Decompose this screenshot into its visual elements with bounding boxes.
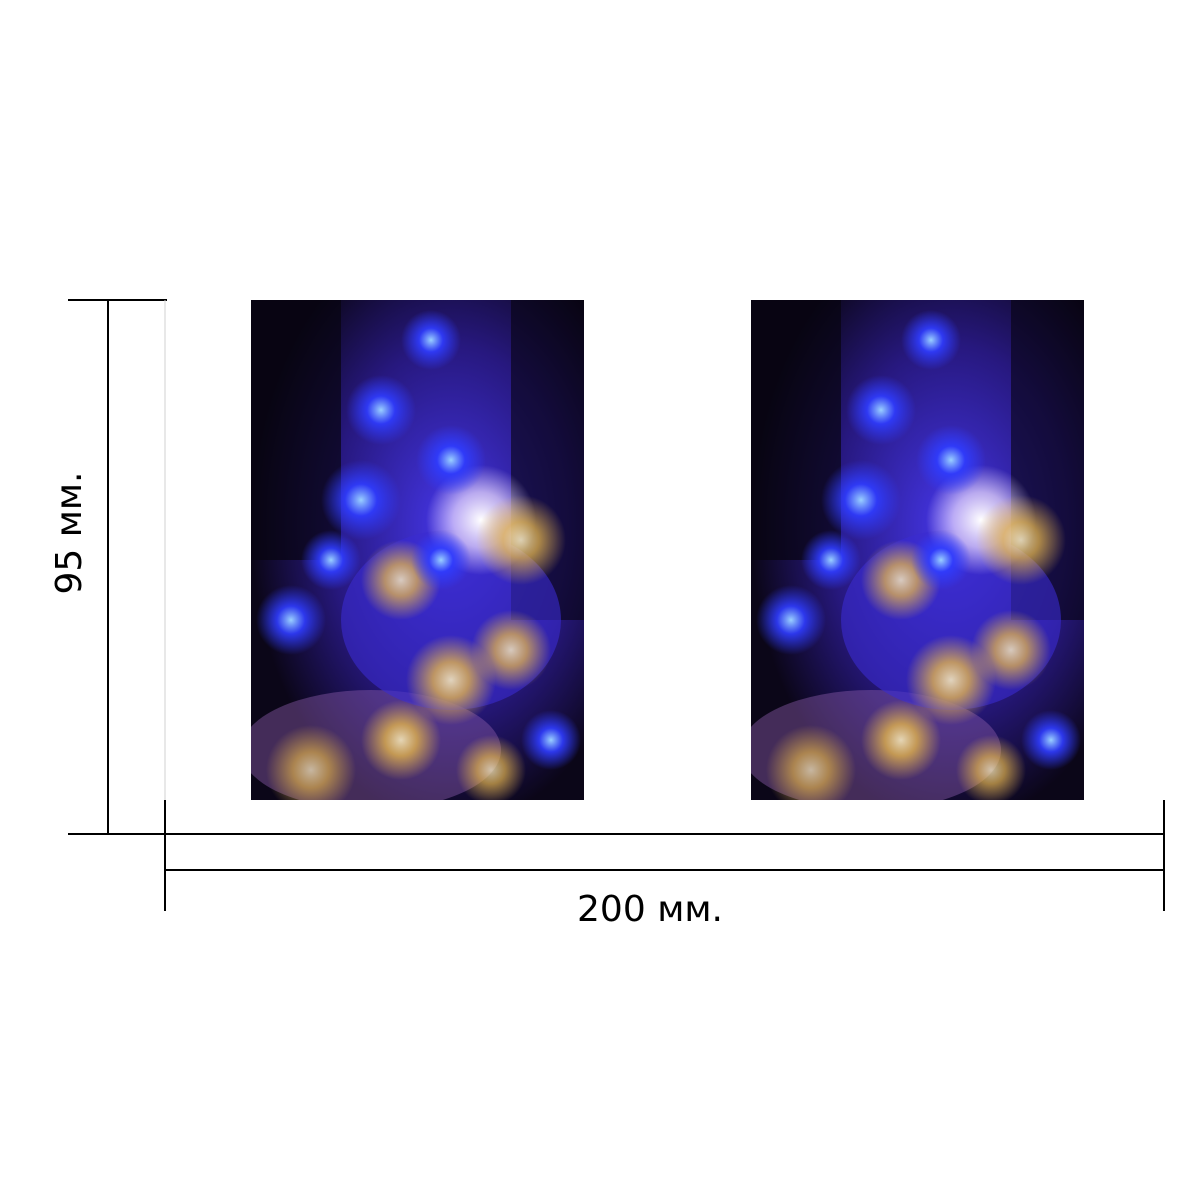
light-bokeh-image: [751, 300, 1084, 800]
width-dimension-label: 200 мм.: [577, 889, 723, 930]
right-photo: [751, 300, 1084, 800]
left-photo: [251, 300, 584, 800]
height-dimension-label: 95 мм.: [49, 471, 90, 595]
light-bokeh-image: [251, 300, 584, 800]
